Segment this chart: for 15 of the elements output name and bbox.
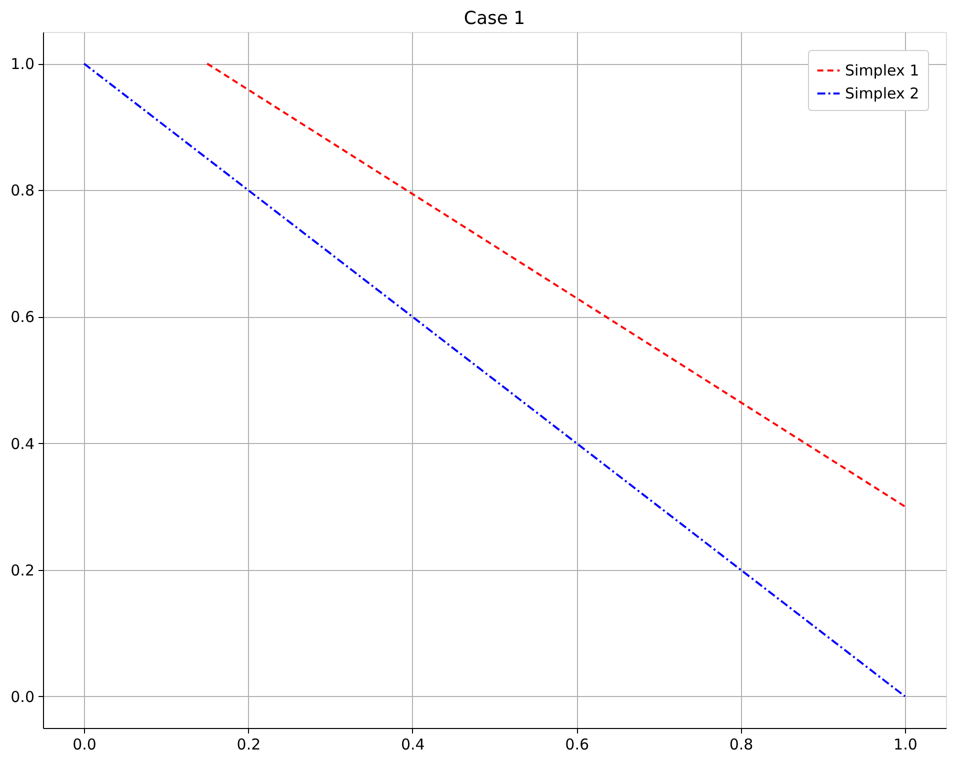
x-tick-label: 0.8: [729, 736, 754, 754]
x-tick-label: 1.0: [894, 736, 918, 754]
legend-label: Simplex 1: [845, 62, 920, 80]
x-tick-label: 0.4: [400, 736, 425, 754]
x-tick-label: 0.2: [236, 736, 261, 754]
legend-label: Simplex 2: [845, 84, 920, 102]
y-tick-label: 0.0: [10, 688, 34, 706]
y-tick-label: 0.8: [10, 182, 34, 200]
y-tick-label: 0.2: [10, 561, 34, 580]
y-tick-label: 1.0: [10, 55, 34, 74]
x-tick-label: 0.0: [72, 736, 96, 754]
y-tick-label: 0.6: [10, 308, 34, 326]
x-tick-label: 0.6: [565, 736, 590, 754]
chart-title: Case 1: [464, 8, 526, 29]
y-tick-label: 0.4: [10, 434, 34, 453]
